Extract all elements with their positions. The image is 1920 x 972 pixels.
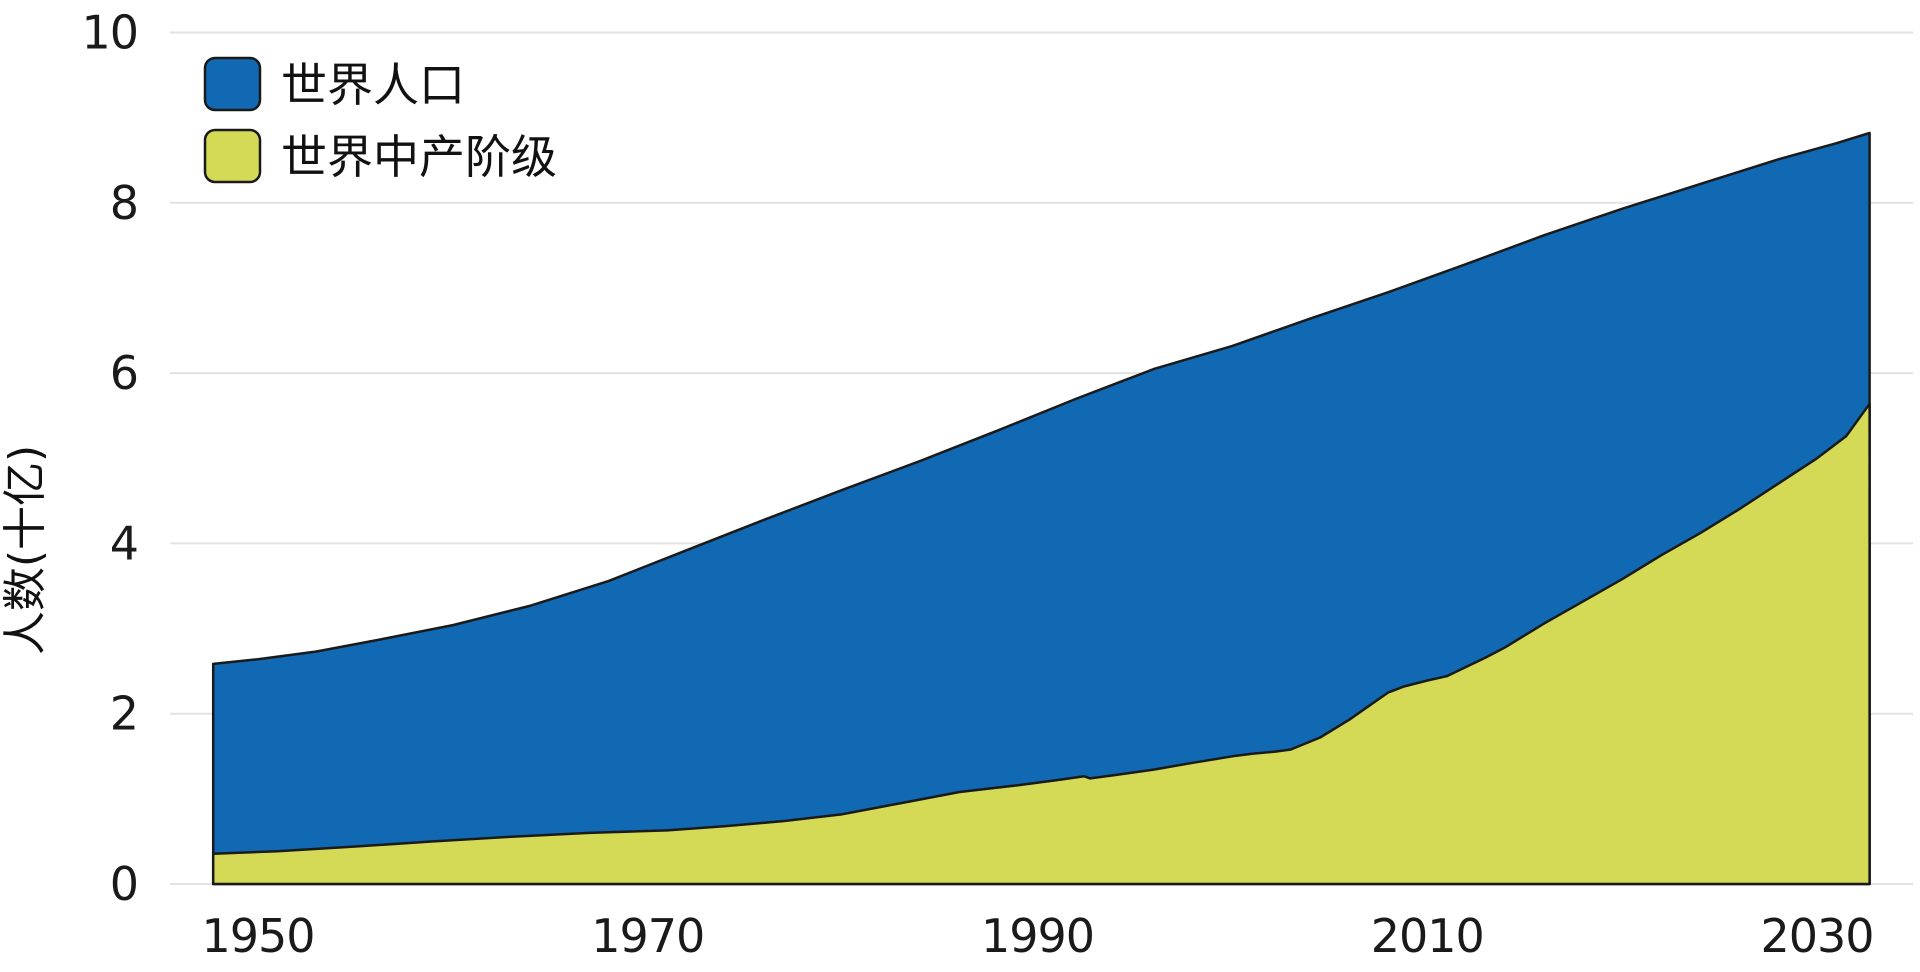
legend-label-world-middle-class: 世界中产阶级: [281, 130, 557, 184]
legend-swatch-world-population-icon: [203, 56, 262, 112]
x-axis-tick-labels: 1950 1970 1990 2010 2030: [201, 909, 1874, 963]
x-tick-label-1970: 1970: [591, 909, 704, 963]
x-tick-label-1950: 1950: [201, 909, 314, 963]
legend-swatch-world-middle-class-icon: [203, 128, 262, 184]
x-tick-label-1990: 1990: [981, 909, 1094, 963]
y-tick-label-4: 4: [110, 516, 138, 570]
legend-label-world-population: 世界人口: [281, 58, 465, 112]
x-tick-label-2010: 2010: [1371, 909, 1484, 963]
x-tick-label-2030: 2030: [1760, 909, 1873, 963]
y-tick-label-0: 0: [110, 857, 138, 911]
y-tick-label-10: 10: [81, 6, 138, 60]
y-axis-tick-labels: 0 2 4 6 8 10: [81, 6, 139, 912]
area-series-group: [211, 131, 1871, 886]
area-series-world-middle-class: [211, 402, 1871, 886]
legend: 世界人口 世界中产阶级: [203, 56, 557, 184]
y-tick-label-6: 6: [110, 346, 138, 400]
y-axis-title: 人数(十亿): [0, 445, 51, 655]
y-tick-label-2: 2: [110, 687, 138, 741]
y-tick-label-8: 8: [110, 176, 138, 230]
